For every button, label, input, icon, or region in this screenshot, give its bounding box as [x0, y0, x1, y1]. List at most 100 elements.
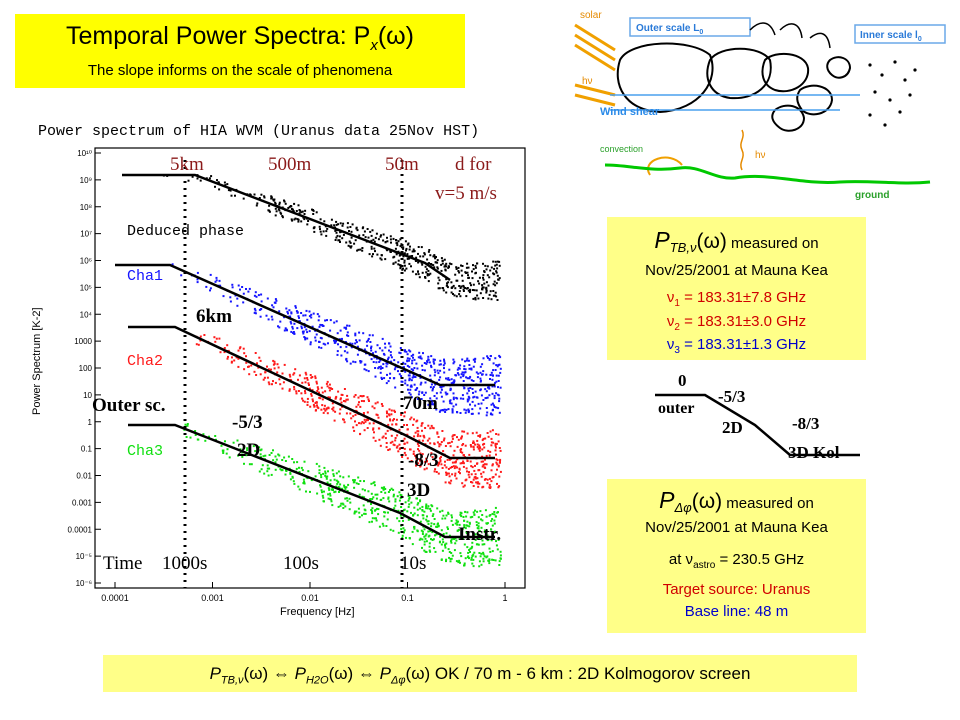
scatter-point: [446, 378, 449, 381]
scatter-point: [491, 512, 494, 515]
scatter-point: [471, 545, 474, 548]
scatter-point: [382, 435, 385, 438]
scatter-point: [474, 509, 476, 512]
scatter-point: [219, 284, 222, 287]
scatter-point: [380, 498, 383, 501]
scatter-point: [274, 201, 277, 204]
scatter-point: [326, 475, 329, 478]
scatter-point: [293, 332, 296, 335]
scatter-point: [421, 546, 423, 549]
y-axis-label: Power Spectrum [K-2]: [31, 307, 43, 415]
scatter-point: [383, 353, 386, 356]
scatter-point: [397, 361, 400, 364]
scatter-point: [276, 371, 279, 374]
scatter-point: [416, 529, 419, 532]
scatter-point: [400, 380, 403, 383]
scatter-point: [371, 507, 374, 510]
scatter-point: [332, 409, 335, 412]
scatter-point: [374, 375, 377, 378]
series-label-cha3: Cha3: [127, 443, 163, 460]
scatter-point: [230, 361, 233, 364]
scatter-point: [219, 351, 222, 354]
scatter-point: [323, 466, 326, 469]
scatter-point: [442, 364, 445, 367]
scatter-point: [396, 495, 399, 498]
scatter-point: [471, 466, 474, 469]
scatter-point: [465, 266, 468, 269]
scatter-point: [452, 358, 455, 361]
scatter-point: [472, 264, 474, 267]
scatter-point: [246, 449, 249, 452]
scatter-point: [425, 268, 428, 271]
scatter-point: [446, 472, 448, 475]
scatter-point: [419, 520, 422, 523]
scatter-point: [271, 304, 274, 307]
scatter-point: [361, 495, 364, 498]
scatter-point: [406, 353, 409, 356]
scatter-point: [463, 484, 466, 487]
scatter-point: [419, 357, 422, 359]
scatter-point: [334, 341, 337, 344]
scatter-point: [440, 395, 443, 398]
scatter-point: [490, 371, 493, 374]
scatter-point: [443, 367, 445, 370]
scatter-point: [475, 521, 478, 524]
scatter-point: [413, 527, 416, 530]
scatter-point: [493, 406, 496, 408]
scatter-point: [448, 262, 451, 265]
scatter-point: [296, 327, 299, 330]
scatter-point: [334, 397, 337, 400]
scatter-point: [259, 453, 262, 456]
scatter-point: [453, 360, 456, 363]
scatter-point: [382, 363, 385, 366]
scatter-point: [316, 386, 319, 389]
scatter-point: [319, 485, 322, 488]
scatter-point: [397, 259, 400, 262]
scatter-point: [301, 210, 304, 213]
scatter-point: [495, 374, 498, 377]
scatter-point: [296, 218, 299, 221]
scatter-point: [382, 239, 385, 242]
scatter-point: [209, 287, 212, 290]
scatter-point: [213, 336, 216, 339]
scatter-points: [162, 174, 502, 568]
scatter-point: [330, 224, 333, 227]
scatter-point: [380, 258, 383, 261]
scatter-point: [274, 214, 277, 217]
scatter-point: [344, 487, 347, 490]
scatter-point: [472, 445, 475, 448]
scatter-point: [390, 241, 392, 244]
scatter-point: [404, 454, 407, 457]
scatter-point: [266, 376, 269, 379]
scatter-point: [298, 212, 301, 215]
scatter-point: [425, 540, 428, 543]
scatter-point: [464, 444, 467, 447]
scatter-point: [496, 267, 499, 270]
scatter-point: [291, 476, 294, 479]
scatter-point: [281, 216, 284, 219]
scatter-point: [361, 249, 364, 252]
scatter-point: [491, 402, 494, 405]
scatter-point: [404, 501, 407, 504]
scatter-point: [376, 344, 379, 347]
scatter-point: [315, 333, 318, 336]
scatter-point: [495, 392, 498, 395]
scatter-point: [335, 231, 338, 234]
scatter-point: [472, 553, 475, 556]
scatter-point: [486, 534, 489, 537]
scatter-point: [405, 536, 407, 539]
scatter-point: [423, 362, 426, 364]
scatter-point: [461, 265, 464, 267]
scatter-point: [318, 340, 320, 343]
scatter-point: [243, 368, 246, 371]
scatter-point: [363, 230, 366, 233]
scatter-point: [439, 535, 442, 538]
scatter-point: [484, 397, 487, 400]
scatter-point: [421, 538, 424, 541]
scatter-point: [184, 423, 187, 426]
scatter-point: [368, 521, 371, 524]
scatter-point: [493, 519, 496, 522]
scatter-point: [429, 386, 432, 389]
scatter-point: [420, 424, 423, 427]
scatter-point: [412, 450, 415, 453]
